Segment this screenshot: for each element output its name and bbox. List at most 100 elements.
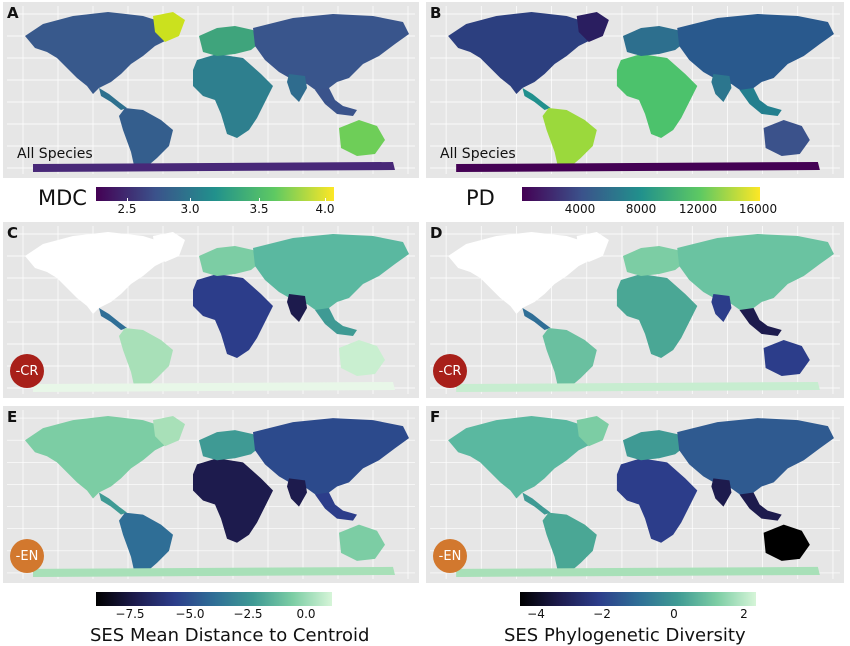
landmass-namerica <box>25 12 171 94</box>
tick-label: −5.0 <box>175 607 205 621</box>
landmass-samerica <box>119 512 173 575</box>
landmass-australia <box>763 524 810 561</box>
landmass-australia <box>763 340 810 376</box>
landmass-seasia <box>315 308 357 336</box>
landmass-asia <box>253 14 409 94</box>
colorbar-ses-pd <box>520 592 756 606</box>
landmass-greenland <box>576 416 609 447</box>
landmass-antarctica <box>456 162 820 172</box>
tick-label: 16000 <box>738 202 778 216</box>
tick-label: 3.5 <box>249 202 269 216</box>
landmass-asia <box>253 234 409 314</box>
landmass-samerica <box>119 328 173 390</box>
world-map-ses-mdc-cr <box>7 226 415 394</box>
world-map-ses-pd-cr <box>430 226 840 394</box>
legend-title: MDC <box>38 186 87 210</box>
legend-title: PD <box>466 186 495 210</box>
landmass-europe <box>622 430 686 461</box>
landmass-asia <box>677 234 834 314</box>
landmass-antarctica <box>456 382 820 392</box>
en-badge: -EN <box>10 539 44 573</box>
landmass-camerica <box>522 88 551 110</box>
landmass-asia <box>253 418 409 499</box>
landmass-namerica <box>25 232 171 314</box>
landmass-europe <box>622 246 686 276</box>
tick-label: 0 <box>670 607 678 621</box>
landmass-camerica <box>99 88 127 110</box>
landmass-india <box>287 294 307 322</box>
panel-f: F -EN <box>426 406 844 583</box>
panel-letter: B <box>430 4 442 22</box>
landmass-antarctica <box>33 162 395 172</box>
landmass-camerica <box>99 308 127 330</box>
legend-title: SES Mean Distance to Centroid <box>90 625 370 646</box>
landmass-india <box>711 478 732 507</box>
landmass-namerica <box>25 416 171 499</box>
landmass-antarctica <box>33 382 395 392</box>
landmass-antarctica <box>456 566 820 577</box>
tick-label: −7.5 <box>115 607 145 621</box>
cr-badge: -CR <box>433 354 467 388</box>
landmass-samerica <box>542 108 597 170</box>
legend-title: SES Phylogenetic Diversity <box>504 625 746 646</box>
landmass-namerica <box>448 232 595 314</box>
legend-pd: PD 4000 8000 12000 16000 <box>426 180 850 220</box>
panel-c: C -CR <box>3 222 419 398</box>
legend-mdc: MDC 2.5 3.0 3.5 4.0 <box>0 180 420 220</box>
landmass-samerica <box>119 108 173 170</box>
colorbar-ses-mdc <box>96 592 332 606</box>
panel-b: B All Species <box>426 2 844 178</box>
landmass-camerica <box>522 308 551 330</box>
colorbar-mdc <box>96 187 334 201</box>
landmass-africa <box>616 458 698 543</box>
panel-a: A All Species <box>3 2 419 178</box>
panel-letter: A <box>7 4 19 22</box>
cr-badge: -CR <box>10 354 44 388</box>
landmass-europe <box>622 26 686 56</box>
landmass-india <box>287 74 307 102</box>
world-map-pd <box>430 6 840 174</box>
landmass-seasia <box>315 88 357 116</box>
landmass-greenland <box>153 12 185 42</box>
tick-label: 12000 <box>678 202 718 216</box>
landmass-australia <box>339 340 385 376</box>
landmass-antarctica <box>33 566 395 577</box>
panel-letter: D <box>430 224 443 242</box>
landmass-europe <box>199 26 261 56</box>
landmass-europe <box>199 246 261 276</box>
landmass-greenland <box>576 12 609 42</box>
landmass-india <box>711 294 732 322</box>
landmass-seasia <box>739 308 782 336</box>
tick-label: 2 <box>740 607 748 621</box>
landmass-camerica <box>522 492 551 515</box>
panel-subset-label: All Species <box>440 146 516 162</box>
legend-ses-mdc: −7.5 −5.0 −2.5 0.0 SES Mean Distance to … <box>0 586 420 646</box>
landmass-greenland <box>153 232 185 262</box>
landmass-india <box>287 478 307 507</box>
tick-label: 8000 <box>625 202 657 216</box>
tick-label: −4 <box>527 607 545 621</box>
landmass-india <box>711 74 732 102</box>
landmass-greenland <box>576 232 609 262</box>
landmass-africa <box>193 458 273 543</box>
tick-mark <box>259 198 260 201</box>
landmass-africa <box>193 274 273 358</box>
panel-letter: C <box>7 224 19 242</box>
panel-d: D -CR <box>426 222 844 398</box>
tick-label: 4.0 <box>315 202 335 216</box>
landmass-asia <box>677 418 834 499</box>
tick-label: 4000 <box>564 202 596 216</box>
colorbar-pd <box>522 187 760 201</box>
landmass-samerica <box>542 328 597 390</box>
landmass-seasia <box>315 492 357 521</box>
tick-label: −2 <box>593 607 611 621</box>
landmass-africa <box>616 54 698 138</box>
panel-subset-label: All Species <box>17 146 93 162</box>
legend-ses-pd: −4 −2 0 2 SES Phylogenetic Diversity <box>426 586 850 646</box>
tick-mark <box>325 198 326 201</box>
landmass-seasia <box>739 492 782 521</box>
landmass-australia <box>339 524 385 561</box>
landmass-namerica <box>448 416 595 499</box>
landmass-namerica <box>448 12 595 94</box>
landmass-samerica <box>542 512 597 575</box>
